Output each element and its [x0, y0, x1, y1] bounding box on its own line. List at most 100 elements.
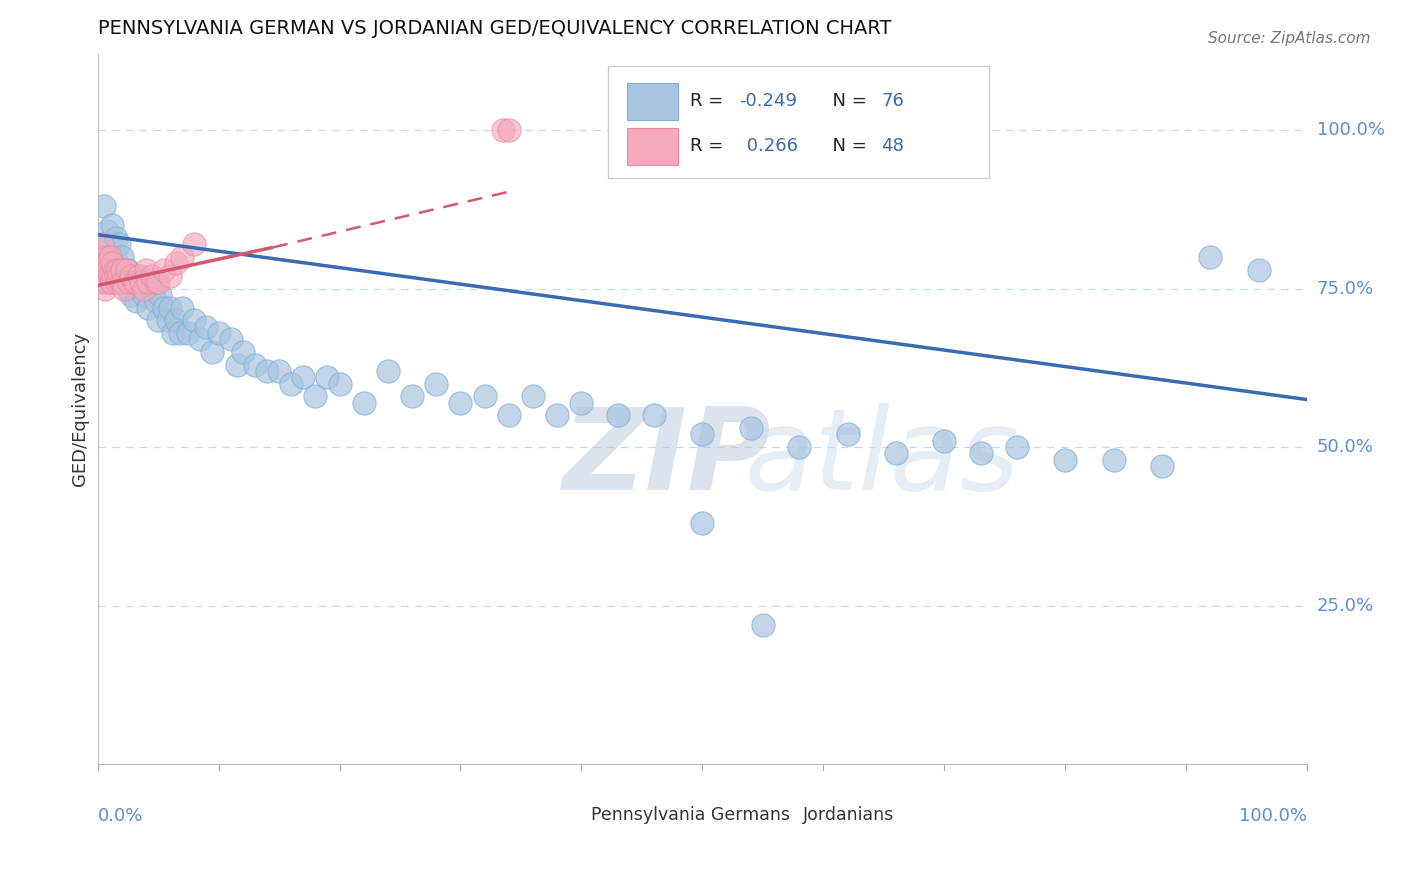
FancyBboxPatch shape	[627, 128, 678, 165]
Point	[934, 434, 956, 448]
Point	[146, 275, 169, 289]
Point	[522, 389, 544, 403]
Point	[304, 389, 326, 403]
Point	[377, 364, 399, 378]
Point	[153, 301, 176, 315]
Text: 76: 76	[882, 93, 904, 111]
Point	[120, 268, 142, 283]
Point	[498, 123, 520, 137]
Point	[692, 427, 714, 442]
FancyBboxPatch shape	[607, 66, 988, 178]
Point	[606, 409, 628, 423]
Point	[117, 262, 139, 277]
Point	[969, 446, 991, 460]
Point	[91, 275, 114, 289]
Point	[135, 262, 157, 277]
Point	[128, 268, 150, 283]
FancyBboxPatch shape	[755, 804, 796, 825]
Point	[94, 250, 117, 264]
Point	[159, 268, 181, 283]
Point	[353, 396, 375, 410]
Text: PENNSYLVANIA GERMAN VS JORDANIAN GED/EQUIVALENCY CORRELATION CHART: PENNSYLVANIA GERMAN VS JORDANIAN GED/EQU…	[97, 20, 891, 38]
Point	[159, 301, 181, 315]
Point	[101, 218, 124, 232]
Text: ZIP: ZIP	[564, 403, 772, 515]
Point	[183, 237, 205, 252]
Point	[1102, 453, 1125, 467]
Point	[156, 313, 179, 327]
Point	[98, 250, 121, 264]
Point	[112, 262, 135, 277]
Point	[93, 199, 115, 213]
Point	[177, 326, 200, 340]
Point	[91, 237, 114, 252]
Point	[110, 275, 132, 289]
Point	[571, 396, 593, 410]
Point	[111, 262, 134, 277]
Point	[135, 275, 157, 289]
Point	[267, 364, 290, 378]
Point	[115, 275, 138, 289]
Y-axis label: GED/Equivalency: GED/Equivalency	[72, 332, 89, 486]
Point	[125, 275, 148, 289]
Point	[97, 262, 120, 277]
Point	[162, 326, 184, 340]
Point	[132, 282, 155, 296]
Point	[107, 262, 129, 277]
FancyBboxPatch shape	[543, 804, 583, 825]
Point	[94, 268, 117, 283]
Point	[169, 326, 191, 340]
Point	[643, 409, 665, 423]
Point	[101, 256, 124, 270]
Point	[172, 250, 194, 264]
Point	[256, 364, 278, 378]
Point	[122, 275, 145, 289]
Point	[492, 123, 515, 137]
Point	[1199, 250, 1222, 264]
Point	[837, 427, 859, 442]
Point	[740, 421, 762, 435]
Text: N =: N =	[821, 93, 873, 111]
Point	[450, 396, 472, 410]
Point	[93, 268, 115, 283]
Text: atlas: atlas	[745, 403, 1019, 515]
Text: 75.0%: 75.0%	[1317, 279, 1374, 298]
Point	[101, 275, 124, 289]
Point	[316, 370, 339, 384]
Point	[94, 262, 117, 277]
Point	[183, 313, 205, 327]
Point	[165, 313, 187, 327]
Point	[96, 275, 118, 289]
Point	[145, 275, 167, 289]
Point	[125, 294, 148, 309]
Point	[100, 275, 122, 289]
FancyBboxPatch shape	[627, 83, 678, 120]
Point	[122, 275, 145, 289]
Point	[149, 288, 172, 302]
Point	[103, 250, 125, 264]
Point	[328, 376, 350, 391]
Point	[752, 617, 775, 632]
Point	[692, 516, 714, 531]
Point	[219, 332, 242, 346]
Point	[108, 237, 131, 252]
Point	[117, 282, 139, 296]
Text: Source: ZipAtlas.com: Source: ZipAtlas.com	[1208, 31, 1371, 46]
Point	[401, 389, 423, 403]
Point	[93, 256, 115, 270]
Point	[138, 275, 160, 289]
Point	[546, 409, 568, 423]
Point	[243, 358, 266, 372]
Point	[115, 262, 138, 277]
Point	[105, 275, 128, 289]
Point	[190, 332, 212, 346]
Text: -0.249: -0.249	[738, 93, 797, 111]
Point	[103, 262, 125, 277]
Point	[207, 326, 229, 340]
Point	[292, 370, 315, 384]
Point	[1247, 262, 1270, 277]
Point	[98, 268, 121, 283]
Text: 48: 48	[882, 137, 904, 155]
Point	[129, 275, 152, 289]
Point	[884, 446, 907, 460]
